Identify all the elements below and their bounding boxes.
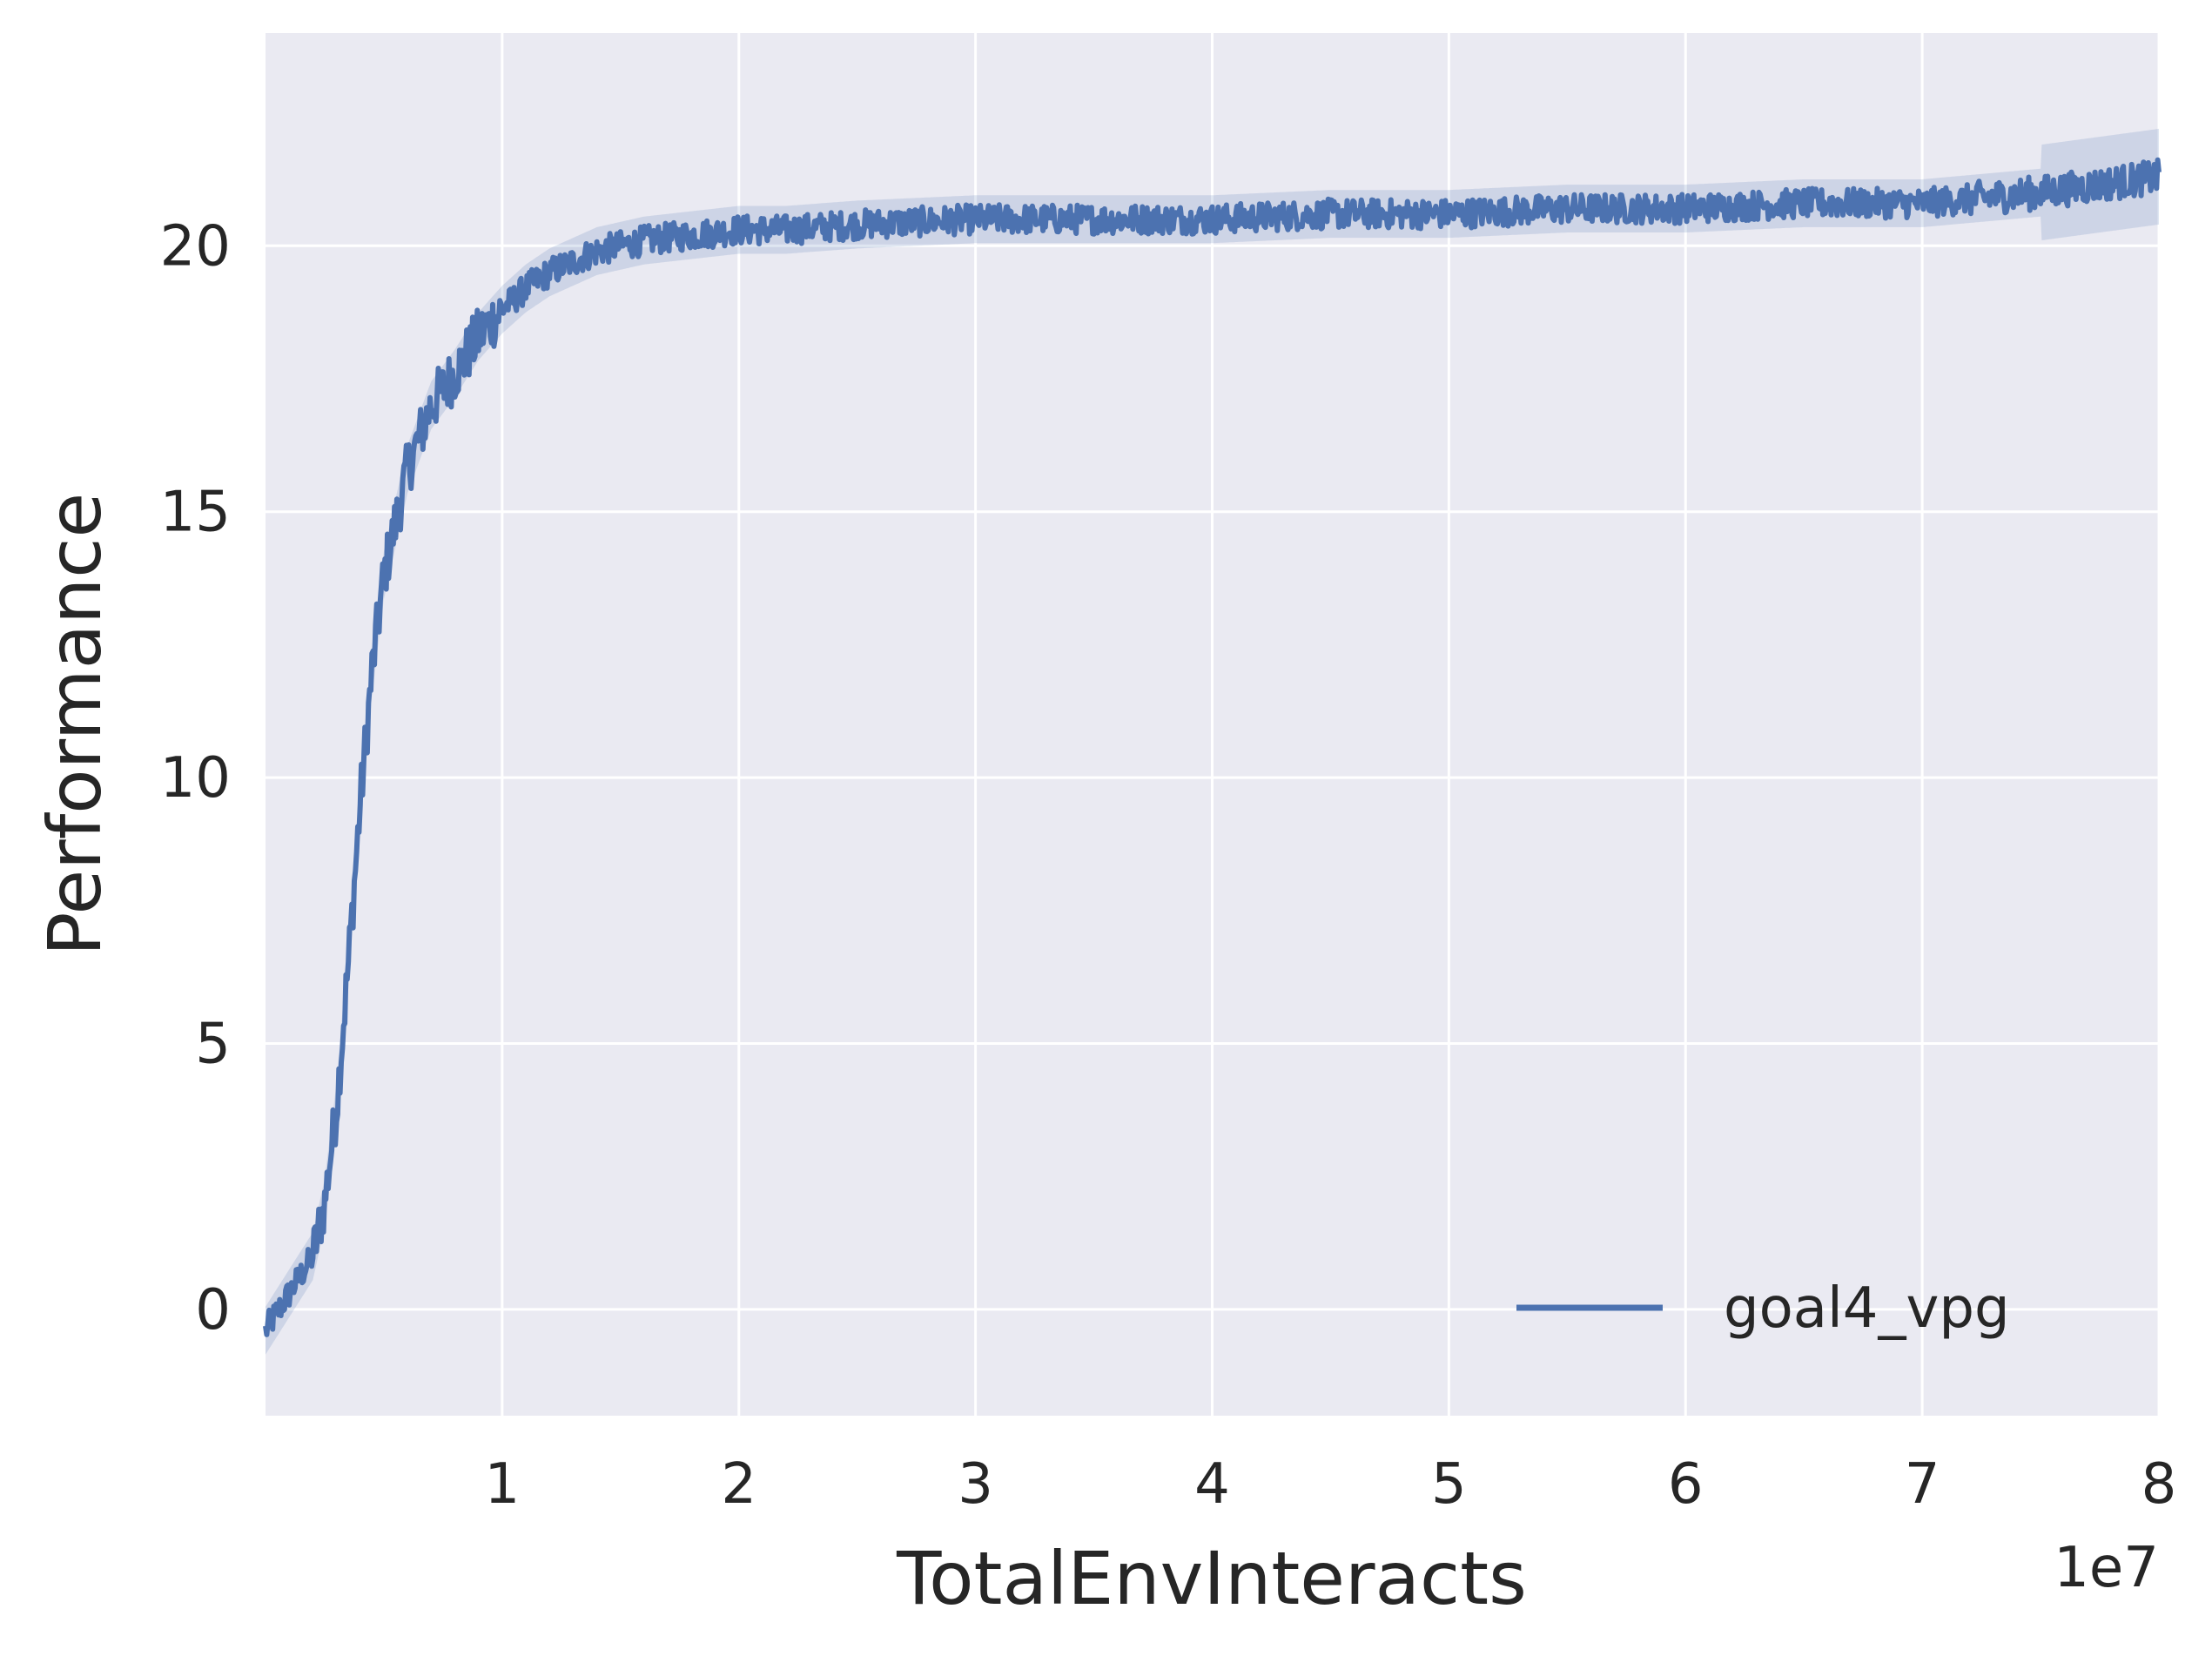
y-tick-label-15: 15 [160, 481, 231, 545]
tick-labels: 1 2 3 4 5 6 7 8 0 5 10 15 20 [160, 214, 2177, 1517]
legend-label-goal4_vpg: goal4_vpg [1724, 1276, 2010, 1341]
x-tick-label-1: 1 [485, 1452, 521, 1517]
y-tick-label-10: 10 [160, 746, 231, 811]
x-tick-label-7: 7 [1905, 1452, 1940, 1517]
y-tick-label-20: 20 [160, 214, 231, 279]
x-tick-label-5: 5 [1431, 1452, 1467, 1517]
y-axis-label: Performance [32, 493, 118, 956]
x-tick-label-6: 6 [1668, 1452, 1704, 1517]
y-tick-label-0: 0 [195, 1278, 231, 1343]
grid-lines [266, 33, 2161, 1416]
y-tick-label-5: 5 [195, 1012, 231, 1076]
x-tick-label-3: 3 [958, 1452, 993, 1517]
series-lines [263, 157, 2162, 1337]
x-tick-label-2: 2 [721, 1452, 756, 1517]
x-axis-label: TotalEnvInteracts [896, 1536, 1527, 1621]
x-tick-label-8: 8 [2141, 1452, 2177, 1517]
legend: goal4_vpg [1516, 1276, 2010, 1341]
x-axis-offset-label: 1e7 [2054, 1536, 2159, 1600]
x-tick-label-4: 4 [1194, 1452, 1230, 1517]
series-line-goal4_vpg [263, 157, 2162, 1337]
